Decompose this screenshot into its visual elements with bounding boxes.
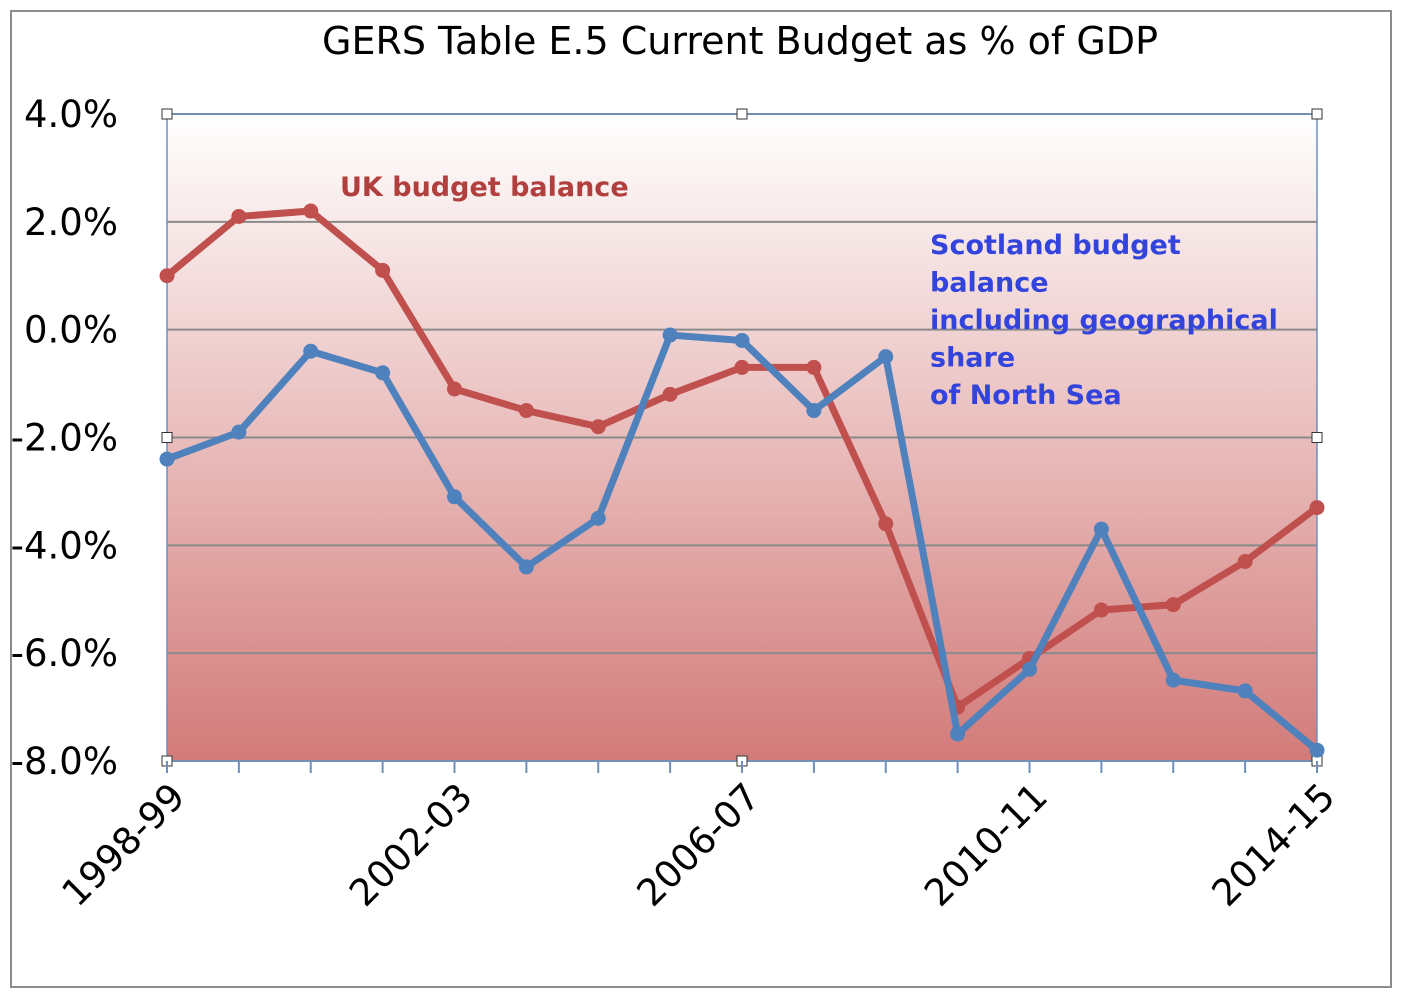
data-point-scotland bbox=[231, 424, 247, 440]
data-point-scotland bbox=[1165, 672, 1181, 688]
annotation-scotland: Scotland budget bbox=[930, 230, 1181, 261]
y-tick-label: -2.0% bbox=[11, 417, 118, 460]
series-uk bbox=[159, 203, 1325, 715]
series bbox=[159, 203, 1325, 758]
x-tick-label: 2002-03 bbox=[341, 775, 481, 915]
data-point-uk bbox=[1237, 554, 1253, 570]
chart-title: GERS Table E.5 Current Budget as % of GD… bbox=[322, 19, 1158, 63]
data-point-uk bbox=[1165, 597, 1181, 613]
y-tick-label: -4.0% bbox=[11, 524, 118, 567]
data-point-scotland bbox=[159, 451, 175, 467]
data-point-scotland bbox=[950, 726, 966, 742]
data-point-uk bbox=[231, 208, 247, 224]
x-tick-label: 1998-99 bbox=[54, 775, 194, 915]
selection-handle bbox=[1311, 432, 1323, 443]
annotation-scotland: share bbox=[930, 343, 1015, 374]
data-point-uk bbox=[806, 359, 822, 375]
data-point-scotland bbox=[303, 343, 319, 359]
data-point-uk bbox=[590, 419, 606, 435]
data-point-uk bbox=[1093, 602, 1109, 618]
data-point-scotland bbox=[1022, 661, 1037, 677]
annotation-uk: UK budget balance bbox=[340, 172, 629, 203]
data-point-scotland bbox=[1309, 742, 1325, 758]
data-point-uk bbox=[159, 268, 175, 284]
annotations: UK budget balance Scotland budget balance i… bbox=[340, 172, 1278, 411]
annotation-scotland: balance bbox=[930, 268, 1049, 299]
data-point-uk bbox=[303, 203, 319, 219]
data-point-uk bbox=[447, 381, 462, 397]
data-point-uk bbox=[734, 359, 750, 375]
data-point-scotland bbox=[1237, 683, 1253, 699]
x-tick-label: 2006-07 bbox=[629, 775, 769, 915]
data-point-scotland bbox=[590, 510, 606, 526]
x-tick-label: 2010-11 bbox=[916, 775, 1056, 915]
y-tick-label: 0.0% bbox=[24, 309, 118, 352]
annotation-scotland: including geographical bbox=[930, 305, 1278, 336]
y-tick-label: -8.0% bbox=[11, 740, 118, 783]
selection-handle bbox=[1311, 108, 1323, 120]
series-scotland bbox=[159, 327, 1325, 758]
selection-handle bbox=[736, 108, 748, 120]
selection-handle bbox=[161, 108, 173, 120]
data-point-scotland bbox=[806, 403, 822, 419]
data-point-scotland bbox=[662, 327, 678, 343]
data-point-scotland bbox=[447, 489, 462, 505]
data-point-scotland bbox=[518, 559, 534, 575]
data-point-uk bbox=[518, 403, 534, 419]
data-point-uk bbox=[878, 516, 894, 532]
selection-handle bbox=[161, 432, 173, 443]
chart-frame bbox=[10, 10, 1392, 988]
y-tick-label: -6.0% bbox=[11, 632, 118, 675]
data-point-scotland bbox=[878, 349, 894, 365]
y-tick-label: 4.0% bbox=[24, 93, 118, 136]
y-tick-label: 2.0% bbox=[24, 201, 118, 244]
data-point-scotland bbox=[734, 332, 750, 348]
annotation-scotland: of North Sea bbox=[930, 380, 1122, 411]
x-tick-label: 2014-15 bbox=[1204, 775, 1344, 915]
data-point-scotland bbox=[375, 365, 391, 381]
data-point-uk bbox=[1309, 500, 1325, 516]
data-point-uk bbox=[375, 262, 391, 278]
data-point-uk bbox=[662, 386, 678, 402]
data-point-scotland bbox=[1093, 521, 1109, 537]
